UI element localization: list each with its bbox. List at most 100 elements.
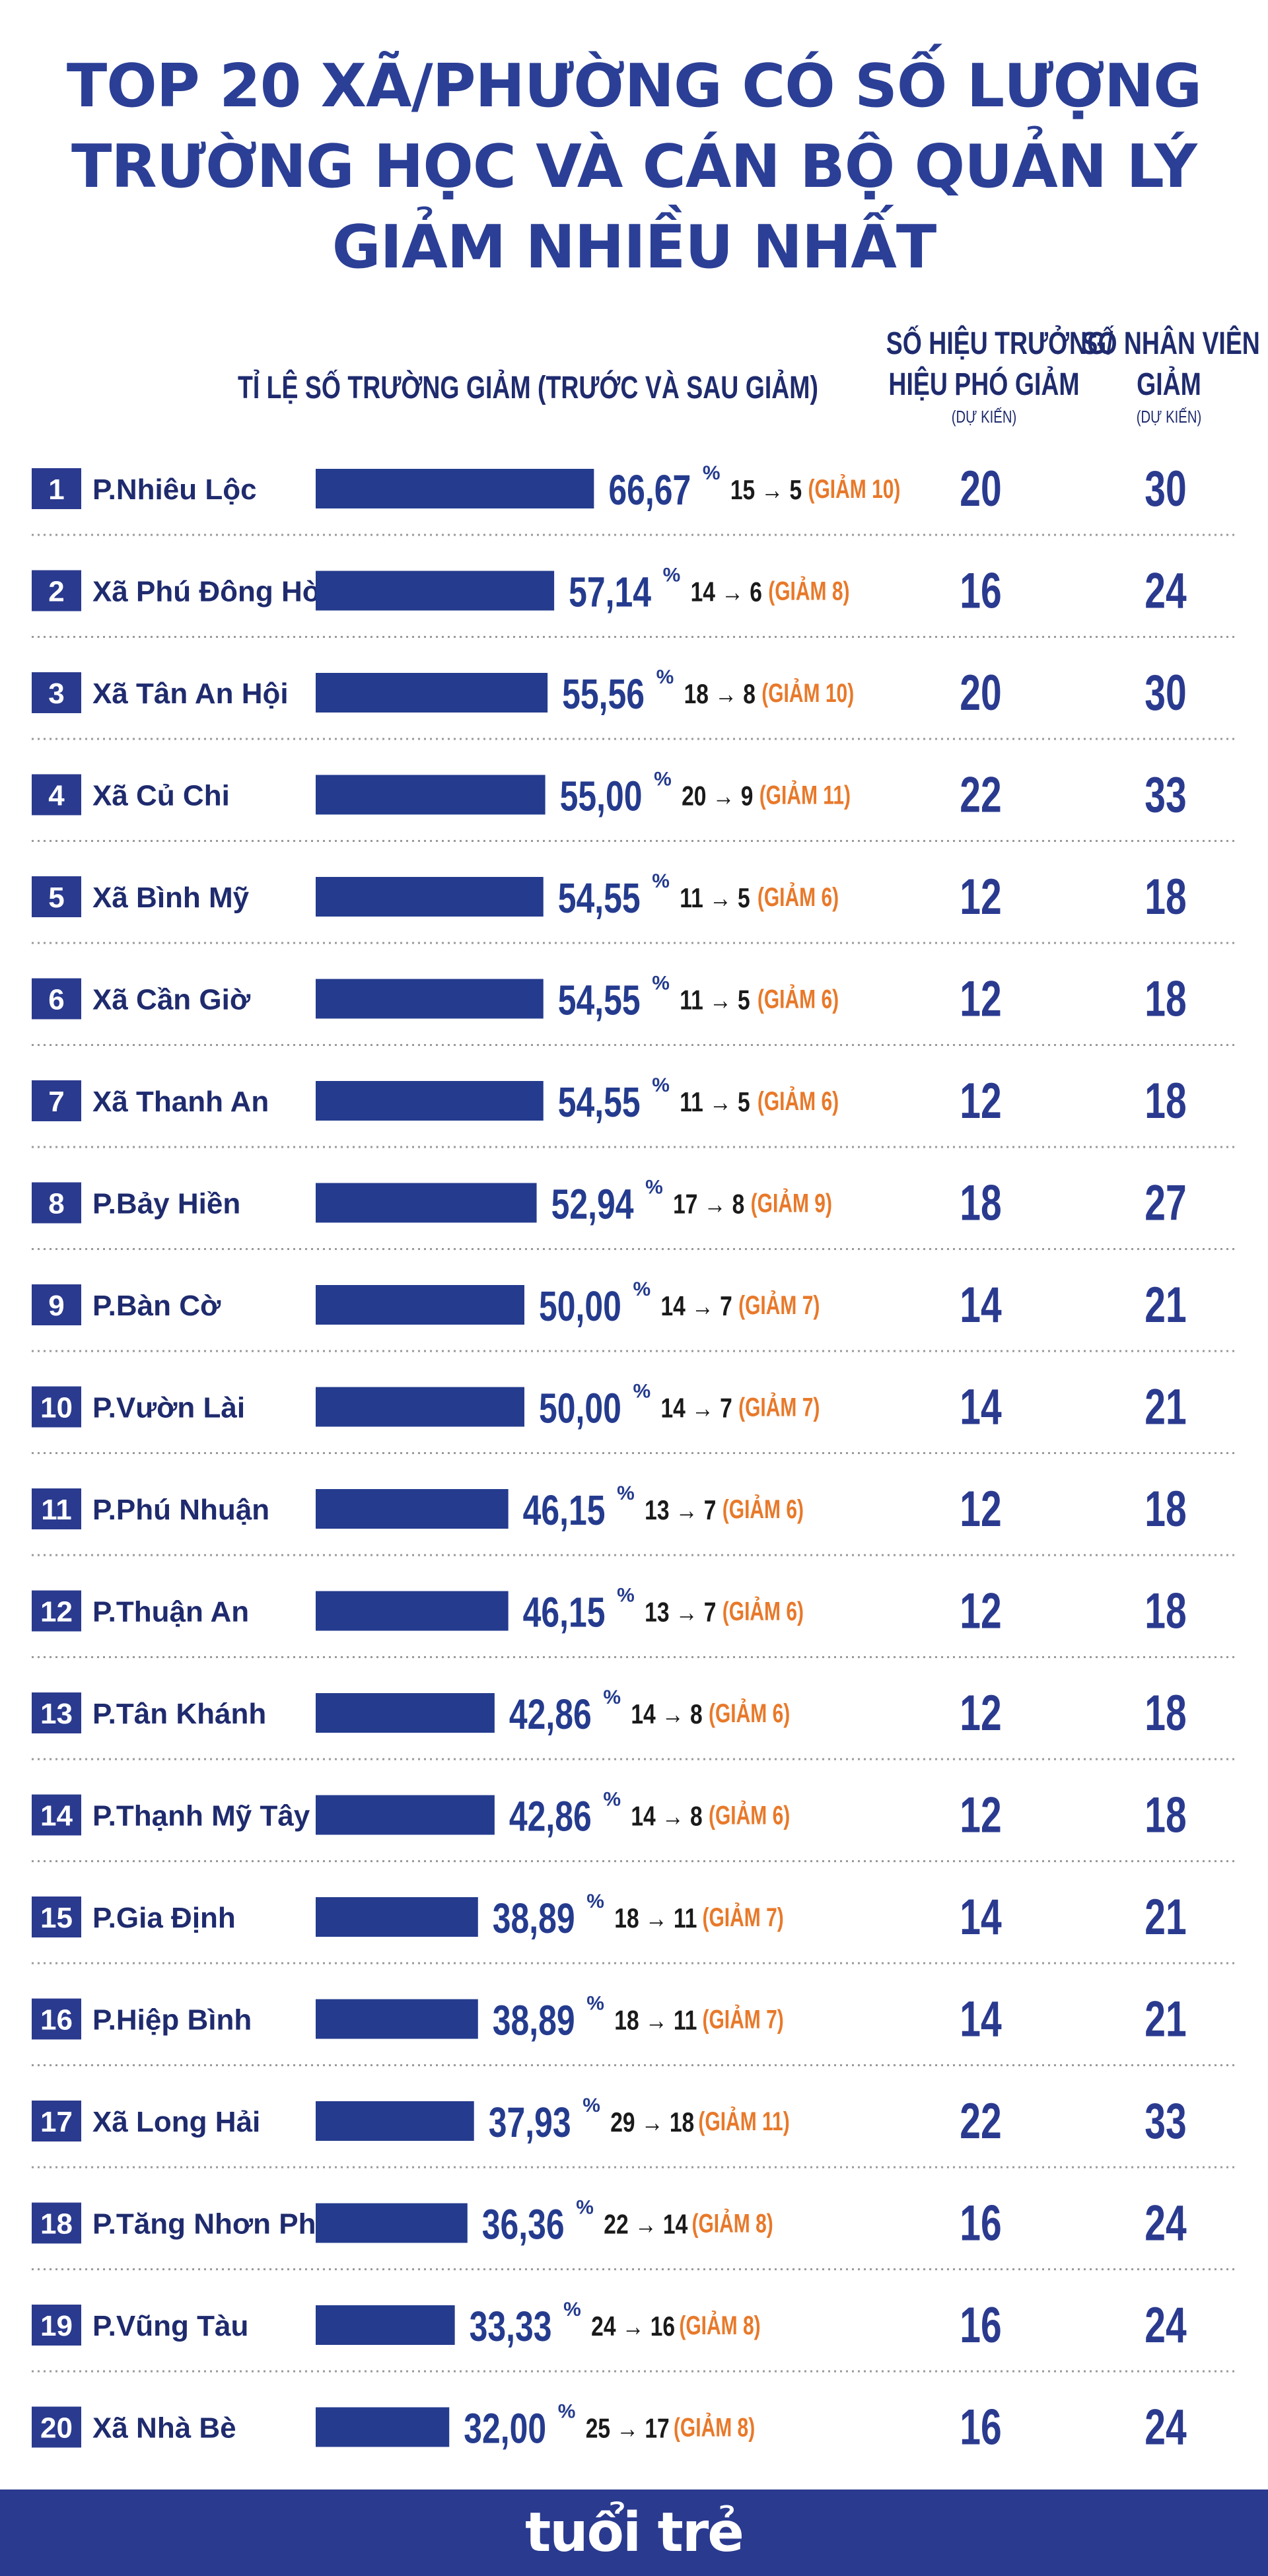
rank-badge — [32, 1386, 81, 1428]
reduction-label: (GIẢM 8) — [691, 2208, 773, 2238]
rank-number: 5 — [48, 882, 64, 914]
rank-number: 4 — [48, 780, 65, 812]
reduction-label: (GIẢM 6) — [757, 882, 839, 912]
rank-badge — [32, 1692, 81, 1733]
ward-name: Xã Thanh An — [92, 1086, 269, 1118]
percent-sign: % — [656, 666, 674, 688]
value-label: 46,15 — [523, 1487, 606, 1534]
reduction-label: (GIẢM 11) — [759, 780, 851, 810]
ward-name: P.Vườn Lài — [92, 1392, 245, 1424]
reduction-label: (GIẢM 8) — [768, 576, 849, 606]
ratio-bar — [316, 571, 555, 611]
staff-value: 18 — [1145, 869, 1186, 925]
ward-name: Xã Nhà Bè — [92, 2412, 236, 2445]
percent-sign: % — [645, 1177, 663, 1199]
percent-sign: % — [576, 2197, 594, 2219]
ward-name: P.Phú Nhuận — [92, 1494, 269, 1526]
rank-number: 10 — [40, 1392, 73, 1424]
principals-value: 12 — [960, 1788, 1001, 1844]
rank-badge — [32, 774, 81, 816]
ratio-bar — [316, 1081, 544, 1121]
principals-value: 12 — [960, 1073, 1001, 1129]
value-label: 66,67 — [608, 467, 691, 514]
ward-name: P.Thuận An — [92, 1596, 249, 1628]
before-after-label: 13 → 7 — [645, 1496, 716, 1526]
reduction-label: (GIẢM 10) — [761, 678, 854, 708]
before-after-label: 22 → 14 — [604, 2210, 687, 2240]
principals-header-note: (DỰ KIẾN) — [951, 407, 1017, 427]
before-after-label: 20 → 9 — [682, 781, 753, 812]
rank-badge — [32, 1794, 81, 1836]
before-after-label: 15 → 5 — [730, 475, 802, 506]
rank-number: 1 — [48, 473, 64, 506]
rank-number: 9 — [48, 1290, 64, 1322]
rank-number: 19 — [40, 2310, 73, 2342]
ward-name: Xã Bình Mỹ — [92, 882, 250, 914]
percent-sign: % — [652, 870, 670, 892]
before-after-label: 18 → 11 — [614, 1904, 697, 1934]
staff-value: 30 — [1145, 665, 1186, 721]
ward-name: P.Gia Định — [92, 1902, 236, 1934]
staff-value: 18 — [1145, 1584, 1186, 1640]
principals-value: 12 — [960, 869, 1001, 925]
principals-value: 12 — [960, 1481, 1001, 1537]
reduction-label: (GIẢM 6) — [757, 984, 839, 1014]
value-label: 54,55 — [558, 1079, 641, 1126]
value-label: 57,14 — [569, 569, 651, 616]
ratio-bar — [316, 673, 548, 713]
reduction-label: (GIẢM 6) — [722, 1494, 804, 1524]
principals-value: 12 — [960, 1584, 1001, 1640]
ratio-bar — [316, 1795, 495, 1835]
before-after-label: 18 → 11 — [614, 2005, 697, 2036]
before-after-label: 18 → 8 — [684, 679, 756, 710]
before-after-label: 17 → 8 — [673, 1189, 744, 1220]
title-line-2: TRƯỜNG HỌC VÀ CÁN BỘ QUẢN LÝ — [71, 132, 1197, 201]
rank-badge — [32, 1284, 81, 1325]
value-label: 54,55 — [558, 977, 641, 1024]
reduction-label: (GIẢM 7) — [738, 1392, 820, 1422]
rank-badge — [32, 876, 81, 917]
staff-value: 24 — [1145, 2196, 1186, 2252]
percent-sign: % — [663, 565, 681, 586]
percent-sign: % — [582, 2095, 600, 2116]
reduction-label: (GIẢM 11) — [698, 2106, 789, 2136]
ward-name: P.Vũng Tàu — [92, 2310, 248, 2342]
staff-value: 21 — [1145, 1992, 1186, 2048]
staff-value: 18 — [1145, 1481, 1186, 1537]
rank-number: 14 — [40, 1800, 73, 1832]
ward-name: P.Tăng Nhơn Phú — [92, 2208, 334, 2241]
before-after-label: 29 → 18 — [610, 2108, 694, 2138]
percent-sign: % — [563, 2299, 581, 2320]
ward-name: Xã Cần Giờ — [92, 984, 251, 1016]
ratio-bar — [316, 1285, 524, 1325]
staff-value: 24 — [1145, 2297, 1186, 2353]
ratio-bar — [316, 1897, 478, 1937]
percent-sign: % — [633, 1381, 651, 1403]
ward-name: P.Tân Khánh — [92, 1698, 266, 1730]
ratio-bar — [316, 2407, 450, 2447]
ratio-bar — [316, 877, 544, 917]
rank-badge — [32, 2305, 81, 2346]
footer-band: tuổi trẻ — [0, 2489, 1268, 2576]
staff-value: 18 — [1145, 1788, 1186, 1844]
rank-number: 6 — [48, 984, 64, 1016]
ward-name: Xã Tân An Hội — [92, 678, 289, 710]
principals-value: 14 — [960, 1889, 1001, 1945]
percent-sign: % — [652, 973, 670, 994]
before-after-label: 14 → 8 — [631, 1700, 702, 1730]
reduction-label: (GIẢM 7) — [702, 2004, 783, 2034]
reduction-label: (GIẢM 6) — [757, 1086, 839, 1116]
principals-value: 18 — [960, 1175, 1001, 1232]
before-after-label: 14 → 7 — [661, 1393, 732, 1424]
percent-sign: % — [652, 1074, 670, 1096]
rank-badge — [32, 570, 81, 611]
staff-value: 18 — [1145, 971, 1186, 1027]
staff-header-note: (DỰ KIẾN) — [1136, 407, 1202, 427]
principals-value: 22 — [960, 767, 1001, 823]
staff-value: 24 — [1145, 2400, 1186, 2456]
title-line-1: TOP 20 XÃ/PHƯỜNG CÓ SỐ LƯỢNG — [66, 52, 1202, 121]
staff-header-line-1: SỐ NHÂN VIÊN — [1081, 326, 1260, 361]
reduction-label: (GIẢM 8) — [679, 2311, 760, 2340]
ward-name: Xã Phú Đông Hòa — [92, 576, 337, 608]
rank-number: 2 — [48, 576, 64, 608]
